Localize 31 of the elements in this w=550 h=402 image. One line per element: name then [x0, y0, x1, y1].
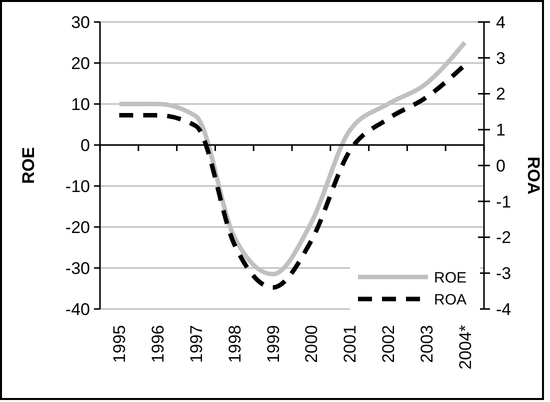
y2-axis-title: ROA [524, 156, 543, 194]
y2-tick-label: 4 [496, 12, 506, 32]
y2-tick-label: -4 [496, 300, 512, 319]
x-tick-label: 1995 [110, 325, 130, 363]
y2-tick-label: 3 [496, 48, 506, 68]
y-tick-label: 20 [71, 54, 90, 73]
y-tick-label: -10 [65, 176, 90, 196]
legend-label: ROE [434, 269, 467, 286]
x-tick-label: 1996 [148, 325, 168, 363]
y2-tick-label: -1 [496, 192, 512, 212]
y-tick-label: 10 [71, 94, 90, 114]
x-tick-label: 1997 [186, 325, 206, 363]
x-tick-label: 2002 [378, 325, 398, 363]
y2-tick-label: 1 [496, 120, 506, 140]
x-tick-label: 2000 [302, 325, 322, 363]
y-axis-title: ROE [19, 147, 38, 184]
x-tick-label: 1999 [264, 325, 283, 363]
x-tick-label: 2003 [417, 325, 436, 363]
y-tick-label: -40 [65, 300, 90, 319]
x-tick-label: 2001 [340, 325, 360, 363]
y2-tick-label: -3 [496, 264, 512, 284]
x-tick-label: 1998 [225, 325, 244, 363]
y-tick-label: -20 [65, 218, 90, 237]
legend-label: ROA [434, 291, 467, 308]
y2-tick-label: 0 [496, 156, 506, 176]
y-tick-label: -30 [65, 258, 90, 278]
x-tick-label: 2004* [456, 324, 475, 370]
y-tick-label: 30 [71, 12, 90, 32]
y2-tick-label: -2 [496, 228, 512, 248]
y2-tick-label: 2 [496, 84, 506, 104]
y-tick-label: 0 [80, 136, 90, 155]
